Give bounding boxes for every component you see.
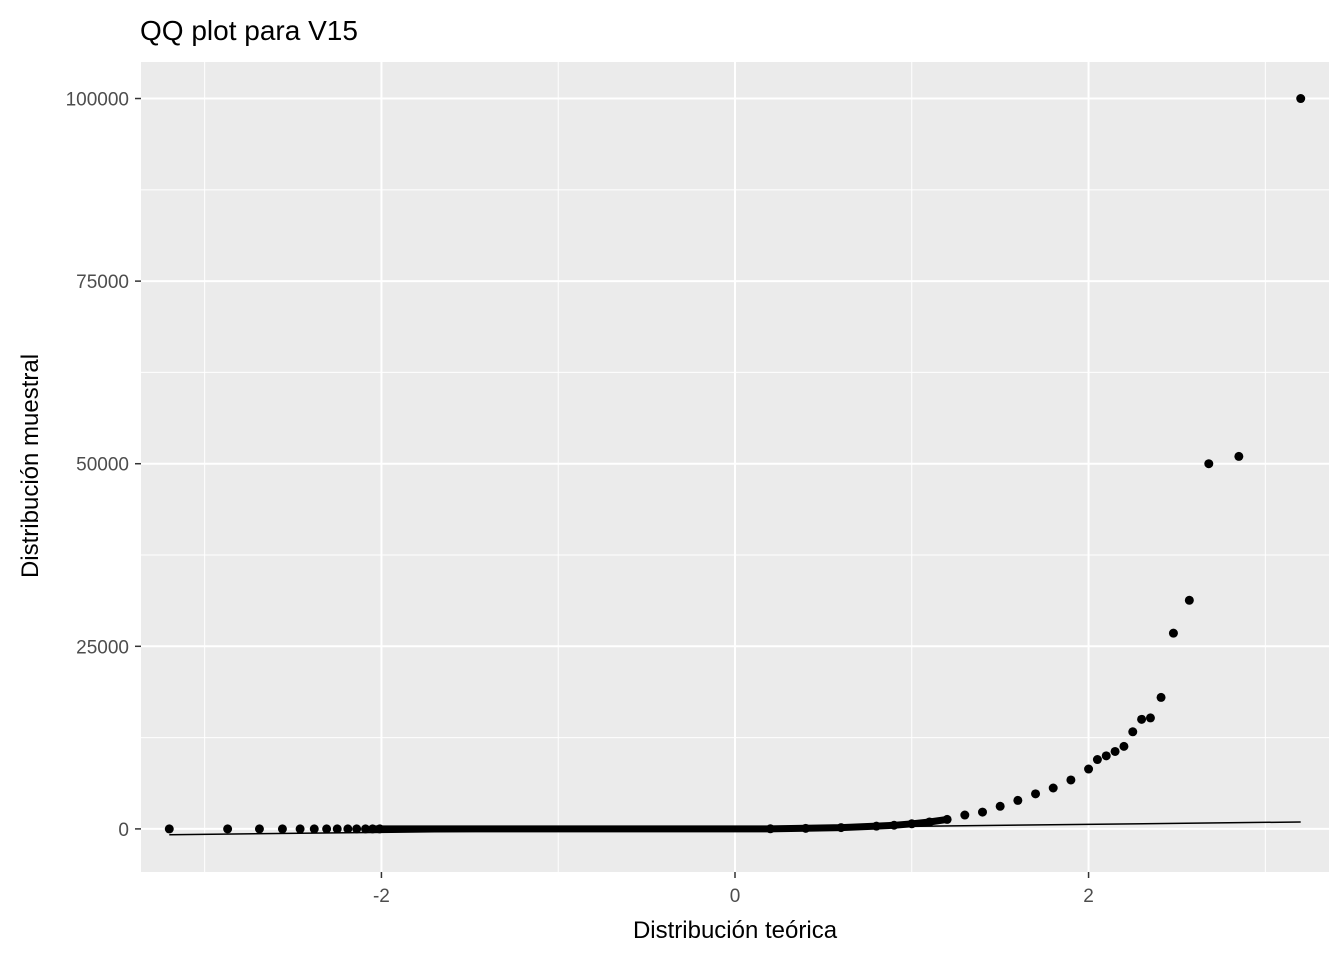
data-point (1168, 628, 1178, 638)
data-point (1145, 713, 1155, 723)
data-point (1204, 459, 1214, 469)
data-point (1031, 789, 1041, 799)
data-point (1048, 783, 1058, 793)
data-point (765, 824, 775, 834)
y-tick-label: 100000 (66, 90, 129, 111)
data-point (836, 823, 846, 833)
data-point (1066, 775, 1076, 785)
data-point (1128, 727, 1138, 737)
data-point (907, 819, 917, 829)
y-tick-label: 25000 (76, 637, 129, 658)
data-point (322, 824, 332, 834)
data-point (309, 824, 319, 834)
y-axis-title: Distribución muestral (17, 354, 44, 578)
data-point (1234, 451, 1244, 461)
data-point (223, 824, 233, 834)
y-tick-label: 50000 (76, 455, 129, 476)
data-point (960, 810, 970, 820)
data-point (801, 823, 811, 833)
data-point (164, 824, 174, 834)
data-point (332, 824, 342, 834)
data-point (942, 814, 952, 824)
data-point (1101, 751, 1111, 761)
data-point (978, 807, 987, 817)
data-point (375, 824, 385, 834)
data-point (295, 824, 305, 834)
data-points (164, 94, 1306, 834)
y-axis: 0 25000 50000 75000 100000 (66, 90, 141, 841)
x-tick-label: 2 (1083, 886, 1094, 907)
data-point (361, 824, 371, 834)
x-axis: -2 0 2 (373, 872, 1094, 907)
data-point (343, 824, 353, 834)
data-point (871, 821, 881, 831)
data-point (254, 824, 264, 834)
data-point (1013, 795, 1023, 805)
data-point (1084, 764, 1094, 774)
x-tick-label: 0 (730, 886, 741, 907)
data-point (995, 801, 1005, 811)
x-axis-title: Distribución teórica (633, 917, 838, 944)
x-tick-label: -2 (373, 886, 390, 907)
y-tick-label: 75000 (76, 272, 129, 293)
data-point (352, 824, 362, 834)
data-point (368, 824, 378, 834)
dense-point-band (369, 815, 951, 833)
data-point (1110, 746, 1120, 756)
chart-title: QQ plot para V15 (140, 15, 358, 46)
data-point (1137, 714, 1147, 724)
y-tick-label: 0 (118, 820, 129, 841)
data-point (1156, 692, 1166, 702)
major-gridlines (141, 62, 1329, 872)
data-point (277, 824, 287, 834)
data-point (889, 820, 899, 830)
data-point (1119, 741, 1129, 751)
data-point (924, 817, 934, 827)
data-point (1184, 595, 1194, 605)
data-point (1296, 94, 1306, 104)
data-point (1092, 755, 1102, 765)
